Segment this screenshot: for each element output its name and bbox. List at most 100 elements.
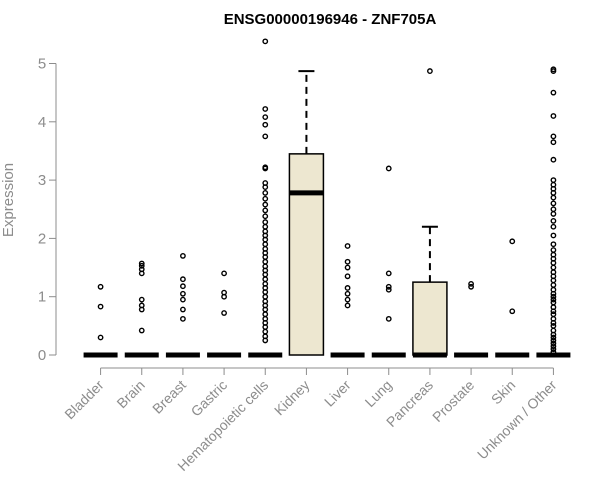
outlier-point bbox=[509, 238, 516, 245]
y-tick-label: 0 bbox=[38, 347, 46, 364]
outlier-point bbox=[550, 269, 557, 276]
outlier-point bbox=[262, 228, 269, 235]
outlier-point bbox=[550, 223, 557, 230]
x-tick-label: Liver bbox=[321, 377, 354, 410]
x-tick-label: Skin bbox=[488, 377, 519, 408]
outlier-point bbox=[550, 200, 557, 207]
outlier-point bbox=[97, 303, 104, 310]
outlier-point bbox=[385, 315, 392, 322]
box-prostate bbox=[454, 280, 489, 358]
outlier-point bbox=[550, 334, 557, 341]
outlier-point bbox=[221, 270, 227, 277]
outlier-point bbox=[550, 66, 557, 73]
outlier-point bbox=[550, 251, 557, 258]
outlier-point bbox=[344, 258, 351, 265]
box-skin bbox=[495, 238, 530, 358]
outlier-point bbox=[509, 308, 516, 315]
outlier-point bbox=[262, 315, 269, 322]
outlier-point bbox=[97, 283, 104, 290]
box-pancreas bbox=[412, 68, 448, 358]
outlier-point bbox=[180, 306, 186, 313]
outlier-point bbox=[262, 213, 269, 220]
outlier-point bbox=[262, 293, 269, 300]
outlier-point bbox=[468, 280, 474, 287]
outlier-point bbox=[550, 89, 557, 96]
outlier-point bbox=[262, 106, 269, 112]
outlier-point bbox=[385, 165, 392, 172]
outlier-point bbox=[550, 194, 557, 201]
outlier-point bbox=[262, 133, 269, 140]
outlier-point bbox=[262, 121, 269, 128]
outlier-point bbox=[344, 296, 351, 303]
outlier-point bbox=[262, 263, 269, 270]
outlier-point bbox=[550, 293, 557, 300]
outlier-point bbox=[180, 290, 186, 297]
box-hematopoietic-cells bbox=[248, 38, 283, 358]
outlier-point bbox=[262, 298, 269, 305]
outlier-point bbox=[262, 241, 269, 248]
outlier-point bbox=[550, 211, 557, 217]
x-tick-label: Brain bbox=[113, 377, 147, 411]
box-liver bbox=[330, 243, 365, 358]
outlier-point bbox=[550, 177, 557, 184]
outlier-point bbox=[550, 247, 557, 253]
outlier-point bbox=[262, 258, 269, 265]
plot-area bbox=[83, 38, 571, 358]
outlier-point bbox=[138, 296, 145, 303]
outlier-point bbox=[550, 232, 557, 239]
outlier-point bbox=[468, 283, 474, 290]
outlier-point bbox=[262, 311, 269, 318]
outlier-point bbox=[262, 328, 269, 335]
outlier-point bbox=[262, 207, 269, 214]
outlier-point bbox=[262, 180, 269, 186]
box-kidney bbox=[288, 70, 325, 356]
outlier-point bbox=[262, 223, 269, 230]
outlier-point bbox=[262, 164, 269, 171]
y-axis-label: Expression bbox=[0, 163, 17, 237]
outlier-point bbox=[344, 264, 351, 271]
outlier-point bbox=[550, 286, 557, 293]
outlier-point bbox=[138, 260, 145, 267]
outlier-point bbox=[550, 304, 557, 311]
x-tick-label: Bladder bbox=[61, 377, 107, 423]
y-tick-label: 4 bbox=[38, 114, 46, 131]
outlier-point bbox=[262, 276, 269, 283]
outlier-point bbox=[550, 156, 557, 163]
box-unknown-other bbox=[536, 66, 571, 358]
outlier-point bbox=[262, 280, 269, 287]
y-tick-label: 5 bbox=[38, 56, 46, 73]
box-iqr bbox=[288, 153, 325, 356]
box-brain bbox=[124, 260, 159, 358]
y-tick-label: 3 bbox=[38, 172, 46, 189]
outlier-point bbox=[221, 310, 227, 316]
outlier-point bbox=[138, 327, 145, 334]
outlier-point bbox=[344, 243, 351, 249]
outlier-point bbox=[550, 299, 557, 306]
y-tick-label: 1 bbox=[38, 289, 46, 306]
outlier-point bbox=[344, 285, 351, 291]
x-tick-label: Lung bbox=[362, 377, 395, 410]
outlier-point bbox=[97, 334, 104, 341]
outlier-point bbox=[344, 273, 351, 280]
outlier-point bbox=[550, 322, 557, 329]
outlier-point bbox=[262, 195, 269, 202]
box-iqr bbox=[412, 281, 448, 356]
outlier-point bbox=[550, 113, 557, 119]
outlier-point bbox=[550, 349, 557, 355]
outlier-point bbox=[180, 283, 186, 290]
x-tick-label: Kidney bbox=[271, 377, 313, 419]
outlier-point bbox=[138, 266, 145, 273]
outlier-point bbox=[550, 311, 557, 318]
outlier-point bbox=[344, 290, 351, 297]
box-bladder bbox=[83, 283, 118, 358]
outlier-point bbox=[180, 252, 186, 259]
outlier-point bbox=[344, 302, 351, 309]
outlier-point bbox=[385, 270, 392, 277]
outlier-point bbox=[550, 181, 557, 188]
outlier-point bbox=[550, 218, 557, 224]
outlier-point bbox=[550, 133, 557, 140]
outlier-point bbox=[550, 346, 557, 353]
box-breast bbox=[165, 252, 200, 358]
